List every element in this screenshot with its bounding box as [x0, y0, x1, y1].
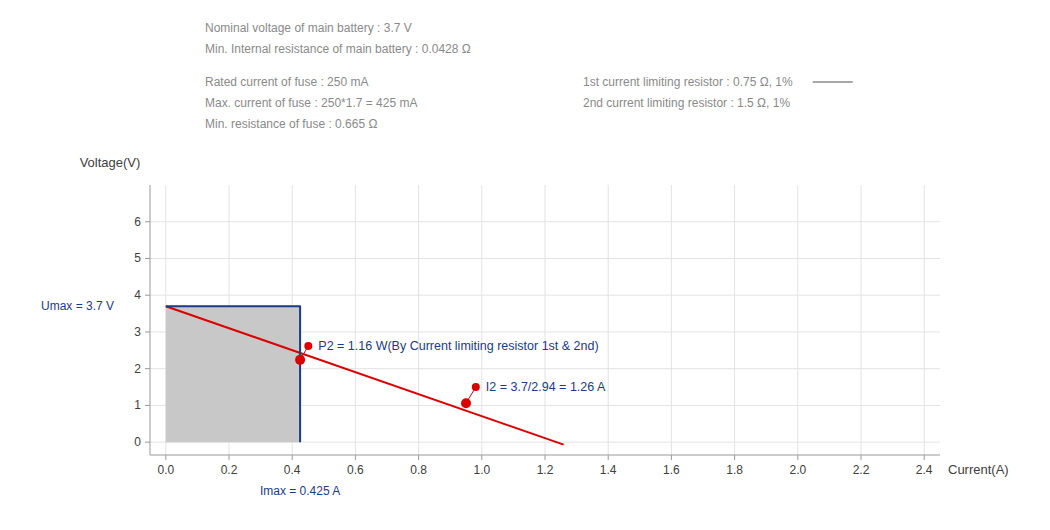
tick-x	[797, 455, 798, 460]
label-marker	[304, 342, 312, 350]
tick-x	[861, 455, 862, 460]
note: Max. current of fuse : 250*1.7 = 425 mA	[205, 96, 417, 110]
grid-line-x	[418, 185, 419, 455]
tick-y	[145, 368, 150, 369]
label-marker	[472, 383, 480, 391]
tick-x	[671, 455, 672, 460]
tick-x	[734, 455, 735, 460]
tick-label-x: 0.2	[221, 463, 238, 477]
axes: 0.0 0.2 0.4 0.6 0.8 1.0 1.2 1.4 1.6 1.8 2.0 2.2 2.4 0…	[134, 185, 940, 477]
tick-x	[608, 455, 609, 460]
tick-label-x: 1.2	[537, 463, 554, 477]
tick-label-x: 0.0	[157, 463, 174, 477]
grid-line-x	[608, 185, 609, 455]
tick-label-x: 0.8	[410, 463, 427, 477]
chart: 0.0 0.2 0.4 0.6 0.8 1.0 1.2 1.4 1.6 1.8 2.0 2.2 2.4 0…	[0, 0, 1050, 530]
note: Nominal voltage of main battery : 3.7 V	[205, 21, 412, 35]
tick-y	[145, 258, 150, 259]
tick-x	[418, 455, 419, 460]
annotations: Umax = 3.7 V Imax = 0.425 A P2 = 1.16 W(By…	[41, 299, 606, 498]
tick-y	[145, 331, 150, 332]
grid-line-x	[671, 185, 672, 455]
grid-line-x	[355, 185, 356, 455]
tick-y	[145, 295, 150, 296]
point-marker	[295, 355, 305, 365]
grid-line-y	[150, 221, 940, 222]
area	[166, 306, 300, 442]
note: 2nd current limiting resistor : 1.5 Ω, 1…	[583, 96, 790, 110]
tick-x	[924, 455, 925, 460]
tick-label-y: 6	[134, 215, 141, 229]
grid-line-x	[924, 185, 925, 455]
line	[166, 306, 564, 444]
axis-y	[150, 185, 151, 455]
tick-x	[355, 455, 356, 460]
note-rule	[813, 81, 853, 83]
grid-line-y	[150, 295, 940, 296]
tick-label-x: 0.4	[284, 463, 301, 477]
annotation: Imax = 0.425 A	[260, 484, 340, 498]
axis-label-x: Current(A)	[948, 462, 1009, 477]
axis-label-y: Voltage(V)	[80, 155, 141, 170]
tick-y	[145, 221, 150, 222]
grid-line-x	[481, 185, 482, 455]
notes: Nominal voltage of main battery : 3.7 V M…	[205, 21, 853, 131]
grid-line-x	[545, 185, 546, 455]
tick-label-x: 1.6	[663, 463, 680, 477]
annotation: P2 = 1.16 W(By Current limiting resistor…	[318, 339, 598, 353]
note: Min. resistance of fuse : 0.665 Ω	[205, 117, 377, 131]
tick-y	[145, 405, 150, 406]
point-marker	[461, 398, 471, 408]
tick-label-x: 2.0	[789, 463, 806, 477]
tick-label-y: 3	[134, 325, 141, 339]
tick-x	[292, 455, 293, 460]
annotation: Umax = 3.7 V	[41, 299, 114, 313]
note: Min. Internal resistance of main battery…	[205, 42, 471, 56]
tick-label-y: 5	[134, 251, 141, 265]
tick-x	[229, 455, 230, 460]
tick-y	[145, 442, 150, 443]
tick-label-y: 0	[134, 435, 141, 449]
tick-label-y: 4	[134, 288, 141, 302]
grid-line-x	[734, 185, 735, 455]
tick-label-x: 2.4	[916, 463, 933, 477]
grid	[150, 185, 940, 455]
grid-line-x	[797, 185, 798, 455]
tick-x	[481, 455, 482, 460]
tick-label-x: 1.8	[726, 463, 743, 477]
tick-x	[545, 455, 546, 460]
tick-label-y: 1	[134, 398, 141, 412]
tick-label-x: 1.4	[600, 463, 617, 477]
note: Rated current of fuse : 250 mA	[205, 75, 368, 89]
tick-label-x: 1.0	[473, 463, 490, 477]
tick-label-x: 2.2	[853, 463, 870, 477]
plot-area	[166, 306, 564, 444]
note: 1st current limiting resistor : 0.75 Ω, …	[583, 75, 793, 89]
grid-line-y	[150, 258, 940, 259]
tick-label-x: 0.6	[347, 463, 364, 477]
axis-x	[150, 455, 940, 456]
line	[166, 306, 300, 442]
grid-line-x	[861, 185, 862, 455]
annotation: I2 = 3.7/2.94 = 1.26 A	[486, 380, 606, 394]
tick-label-y: 2	[134, 362, 141, 376]
tick-x	[165, 455, 166, 460]
